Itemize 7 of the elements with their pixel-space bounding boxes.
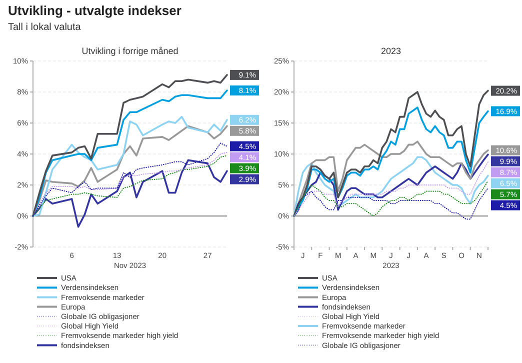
text: Tall i lokal valuta	[8, 22, 82, 33]
line-series	[32, 159, 228, 228]
line-series	[294, 180, 488, 216]
chart-title: Utvikling i forrige måned	[82, 46, 178, 56]
line-series	[294, 188, 488, 220]
chart-title: 2023	[380, 46, 402, 56]
text: Utvikling - utvalgte indekser	[8, 3, 182, 18]
